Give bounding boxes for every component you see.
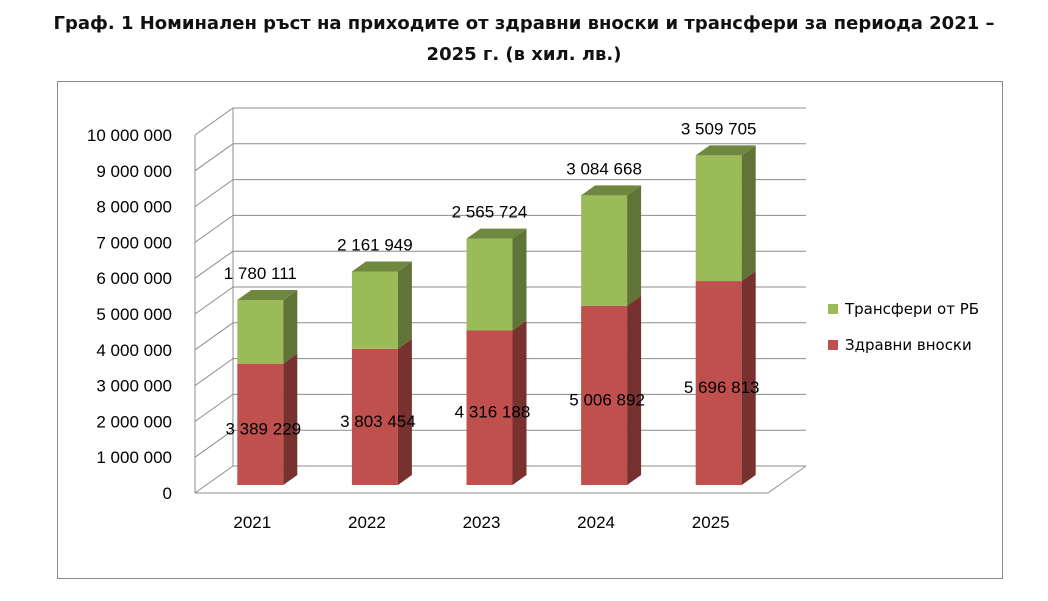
bar-2022-series-2[interactable] bbox=[351, 271, 398, 349]
bar-top-2025 bbox=[695, 145, 756, 156]
bar-2024-series-2[interactable] bbox=[581, 195, 628, 306]
bar-side-2022-series-2 bbox=[397, 261, 412, 349]
bar-2024-series-1[interactable] bbox=[581, 305, 628, 485]
floor-right-edge bbox=[767, 465, 807, 494]
x-tick-label: 2021 bbox=[233, 513, 271, 532]
gridline-diagonal bbox=[194, 322, 234, 351]
x-tick-label: 2023 bbox=[463, 513, 501, 532]
legend-swatch-2[interactable] bbox=[828, 304, 838, 314]
bar-top-2023 bbox=[466, 228, 527, 239]
y-tick-label: 3 000 000 bbox=[96, 377, 172, 396]
gridline-diagonal bbox=[194, 250, 234, 279]
bar-side-2023-series-2 bbox=[512, 228, 527, 331]
gridline-diagonal bbox=[194, 179, 234, 208]
y-tick-label: 7 000 000 bbox=[96, 233, 172, 252]
gridline-diagonal bbox=[194, 358, 234, 387]
chart-title-line-1: Граф. 1 Номинален ръст на приходите от з… bbox=[53, 13, 995, 34]
bar-side-2021-series-2 bbox=[283, 289, 298, 364]
y-tick-label: 2 000 000 bbox=[96, 412, 172, 431]
gridline-diagonal bbox=[194, 393, 234, 422]
legend-label-2[interactable]: Трансфери от РБ bbox=[844, 300, 979, 318]
legend-label-1[interactable]: Здравни вноски bbox=[845, 336, 972, 354]
data-label-2021-series-2: 1 780 111 bbox=[224, 264, 297, 283]
bar-side-2024-series-1 bbox=[627, 295, 642, 485]
y-tick-label: 6 000 000 bbox=[96, 269, 172, 288]
bar-side-2024-series-2 bbox=[627, 185, 642, 306]
y-tick-label: 10 000 000 bbox=[87, 126, 172, 145]
bar-side-2022-series-1 bbox=[397, 338, 412, 485]
data-label-2022-series-1: 3 803 454 bbox=[340, 412, 416, 431]
gridline-diagonal bbox=[194, 107, 234, 136]
gridline-diagonal bbox=[194, 286, 234, 315]
bar-side-2023-series-1 bbox=[512, 320, 527, 485]
x-tick-label: 2025 bbox=[692, 513, 730, 532]
bar-2023-series-2[interactable] bbox=[466, 238, 513, 331]
bar-2025-series-1[interactable] bbox=[695, 281, 742, 485]
y-tick-label: 4 000 000 bbox=[96, 341, 172, 360]
bar-side-2021-series-1 bbox=[283, 353, 298, 485]
x-tick-label: 2022 bbox=[348, 513, 386, 532]
legend-swatch-1[interactable] bbox=[828, 340, 838, 350]
gridline-diagonal bbox=[194, 143, 234, 172]
bar-side-2025-series-1 bbox=[741, 271, 756, 485]
y-tick-label: 0 bbox=[163, 484, 172, 503]
gridline-diagonal bbox=[194, 429, 234, 458]
bar-2022-series-1[interactable] bbox=[351, 348, 398, 485]
bar-side-2025-series-2 bbox=[741, 145, 756, 282]
bar-2021-series-1[interactable] bbox=[237, 363, 284, 485]
bar-top-2022 bbox=[351, 261, 412, 272]
chart-frame bbox=[57, 81, 1003, 579]
data-label-2025-series-2: 3 509 705 bbox=[681, 119, 757, 138]
y-tick-label: 9 000 000 bbox=[96, 162, 172, 181]
data-label-2023-series-1: 4 316 188 bbox=[455, 403, 531, 422]
gridline-diagonal bbox=[194, 214, 234, 243]
data-label-2024-series-1: 5 006 892 bbox=[569, 390, 645, 409]
bar-2025-series-2[interactable] bbox=[695, 155, 742, 282]
data-label-2025-series-1: 5 696 813 bbox=[684, 378, 760, 397]
y-tick-label: 5 000 000 bbox=[96, 305, 172, 324]
chart-title: Граф. 1 Номинален ръст на приходите от з… bbox=[0, 8, 1048, 70]
x-tick-label: 2024 bbox=[577, 513, 615, 532]
bar-2021-series-2[interactable] bbox=[237, 299, 284, 364]
gridline-diagonal bbox=[194, 465, 234, 494]
data-label-2021-series-1: 3 389 229 bbox=[225, 419, 301, 438]
bar-top-2021 bbox=[237, 289, 298, 300]
bar-top-2024 bbox=[581, 185, 642, 196]
data-label-2024-series-2: 3 084 668 bbox=[566, 159, 642, 178]
chart-title-line-2: 2025 г. (в хил. лв.) bbox=[426, 44, 622, 65]
bar-2023-series-1[interactable] bbox=[466, 330, 513, 485]
data-label-2023-series-2: 2 565 724 bbox=[452, 203, 528, 222]
data-label-2022-series-2: 2 161 949 bbox=[337, 235, 413, 254]
y-tick-label: 8 000 000 bbox=[96, 198, 172, 217]
y-tick-label: 1 000 000 bbox=[96, 448, 172, 467]
